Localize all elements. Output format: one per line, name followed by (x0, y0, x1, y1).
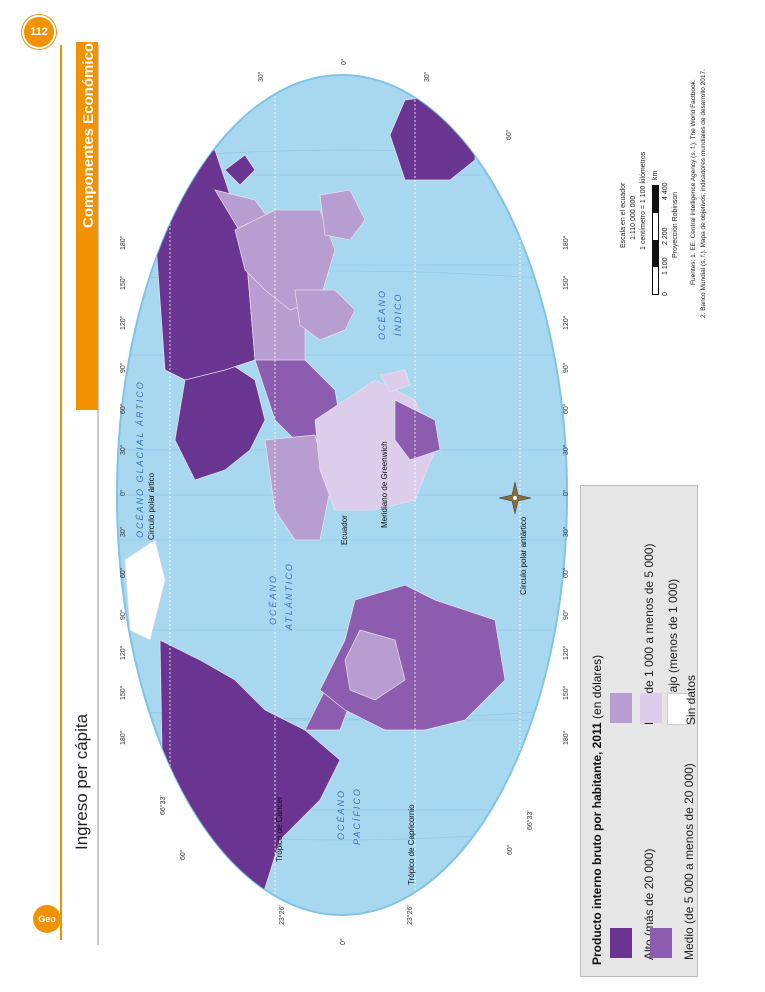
lat-label: 30° (258, 71, 265, 82)
legend-title-text: Producto interno bruto por habitante, 20… (590, 722, 604, 965)
swatch-muy-bajo (640, 693, 662, 723)
lat-label: 66°33' (160, 795, 167, 815)
lat-label: 60° (507, 844, 514, 855)
scale-tick: 2 200 (662, 227, 669, 245)
southeast-asia (319, 189, 366, 241)
arctic-ocean-label: OCÉANO GLACIAL ÁRTICO (135, 380, 145, 538)
japan (224, 154, 256, 186)
scale-tick: 0 (662, 292, 669, 296)
lon-label: 30° (120, 444, 127, 455)
lon-label: 30° (563, 444, 570, 455)
atlantic-ocean-label-2: ATLÁNTICO (284, 562, 294, 630)
legend (580, 485, 698, 977)
projection-label: Proyección Robinson (672, 191, 679, 258)
arctic-circle-label: Círculo polar ártico (147, 472, 156, 540)
lon-label: 90° (120, 609, 127, 620)
tropic-cancer-label: Trópico de Cáncer (275, 796, 284, 862)
lon-label: 90° (563, 362, 570, 373)
section-banner (76, 42, 98, 410)
lon-label: 30° (120, 526, 127, 537)
lon-label: 90° (563, 609, 570, 620)
lon-label: 0° (120, 489, 127, 496)
orange-rule (60, 45, 62, 940)
legend-label-sin-datos: Sin datos (684, 674, 698, 725)
lon-label: 30° (563, 526, 570, 537)
greenland (124, 539, 166, 641)
indian-ocean-label-1: OCÉANO (377, 288, 387, 340)
swatch-medio (650, 928, 672, 958)
lon-label: 120° (120, 315, 127, 330)
australia (389, 94, 476, 181)
equator-label: Ecuador (340, 515, 349, 545)
lon-label: 120° (120, 645, 127, 660)
page-number: 112 (22, 15, 56, 49)
lon-label: 60° (120, 403, 127, 414)
india (294, 289, 356, 341)
lat-label: 30° (424, 71, 431, 82)
pacific-ocean-label-1: OCÉANO (336, 788, 346, 840)
lat-label: 66°33' (527, 810, 534, 830)
book-logo: Geo (33, 905, 61, 933)
lon-label: 0° (563, 489, 570, 496)
lon-label: 180° (563, 730, 570, 745)
scale-title: Escala en el ecuador (620, 182, 627, 248)
lon-label: 60° (563, 567, 570, 578)
lon-label: 180° (120, 730, 127, 745)
greenwich-label: Meridiano de Greenwich (380, 441, 389, 528)
source-line-2: 2. Banco Mundial (s. f.). Mapa de objeti… (700, 69, 707, 318)
scale-ratio: 1:110 000 000 (630, 195, 637, 240)
page-title: Ingreso per cápita (72, 713, 91, 850)
lon-label: 150° (120, 275, 127, 290)
lon-label: 60° (563, 403, 570, 414)
swatch-sin-datos (667, 693, 691, 725)
lat-label: 23°26' (407, 905, 414, 925)
lat-label: 60° (506, 129, 513, 140)
lon-label: 180° (563, 235, 570, 250)
source-line-1: Fuentes: 1. EE. Central Intelligence Age… (690, 79, 697, 285)
lon-label: 60° (120, 567, 127, 578)
section-title: Componentes Económicos (80, 34, 97, 228)
legend-unit: (en dólares) (590, 654, 604, 719)
lon-label: 120° (563, 645, 570, 660)
countries (124, 94, 506, 915)
compass-rose (498, 481, 532, 515)
south-america-north (344, 629, 406, 701)
lon-label: 150° (563, 275, 570, 290)
indian-ocean-label-2: ÍNDICO (393, 292, 403, 337)
scale-equivalence: 1 centímetro = 1 100 kilómetros (640, 151, 647, 250)
world-map (116, 74, 568, 916)
scale-unit: km (652, 170, 659, 180)
lat-label: 60° (180, 849, 187, 860)
lon-label: 150° (120, 685, 127, 700)
madagascar (379, 369, 411, 393)
lon-label: 180° (120, 235, 127, 250)
legend-title: Producto interno bruto por habitante, 20… (590, 655, 604, 965)
lon-label: 90° (120, 362, 127, 373)
lat-label: 0° (341, 58, 348, 65)
tropic-capricorn-label: Trópico de Capricornio (407, 804, 416, 885)
lat-label: 23°26' (279, 905, 286, 925)
swatch-alto (610, 928, 632, 958)
lon-label: 120° (563, 315, 570, 330)
scale-bar (652, 185, 659, 295)
lat-label: 0° (340, 938, 347, 945)
antarctic-circle-label: Círculo polar antártico (519, 516, 528, 595)
scale-tick: 4 400 (662, 182, 669, 200)
pacific-ocean-label-2: PACÍFICO (352, 787, 362, 845)
gray-rule (97, 45, 99, 945)
swatch-bajo (610, 693, 632, 723)
lon-label: 150° (563, 685, 570, 700)
south-africa (394, 399, 441, 461)
scale-tick: 1 100 (662, 257, 669, 275)
atlantic-ocean-label-1: OCÉANO (268, 573, 278, 625)
legend-label-medio: Medio (de 5 000 a menos de 20 000) (682, 763, 696, 960)
